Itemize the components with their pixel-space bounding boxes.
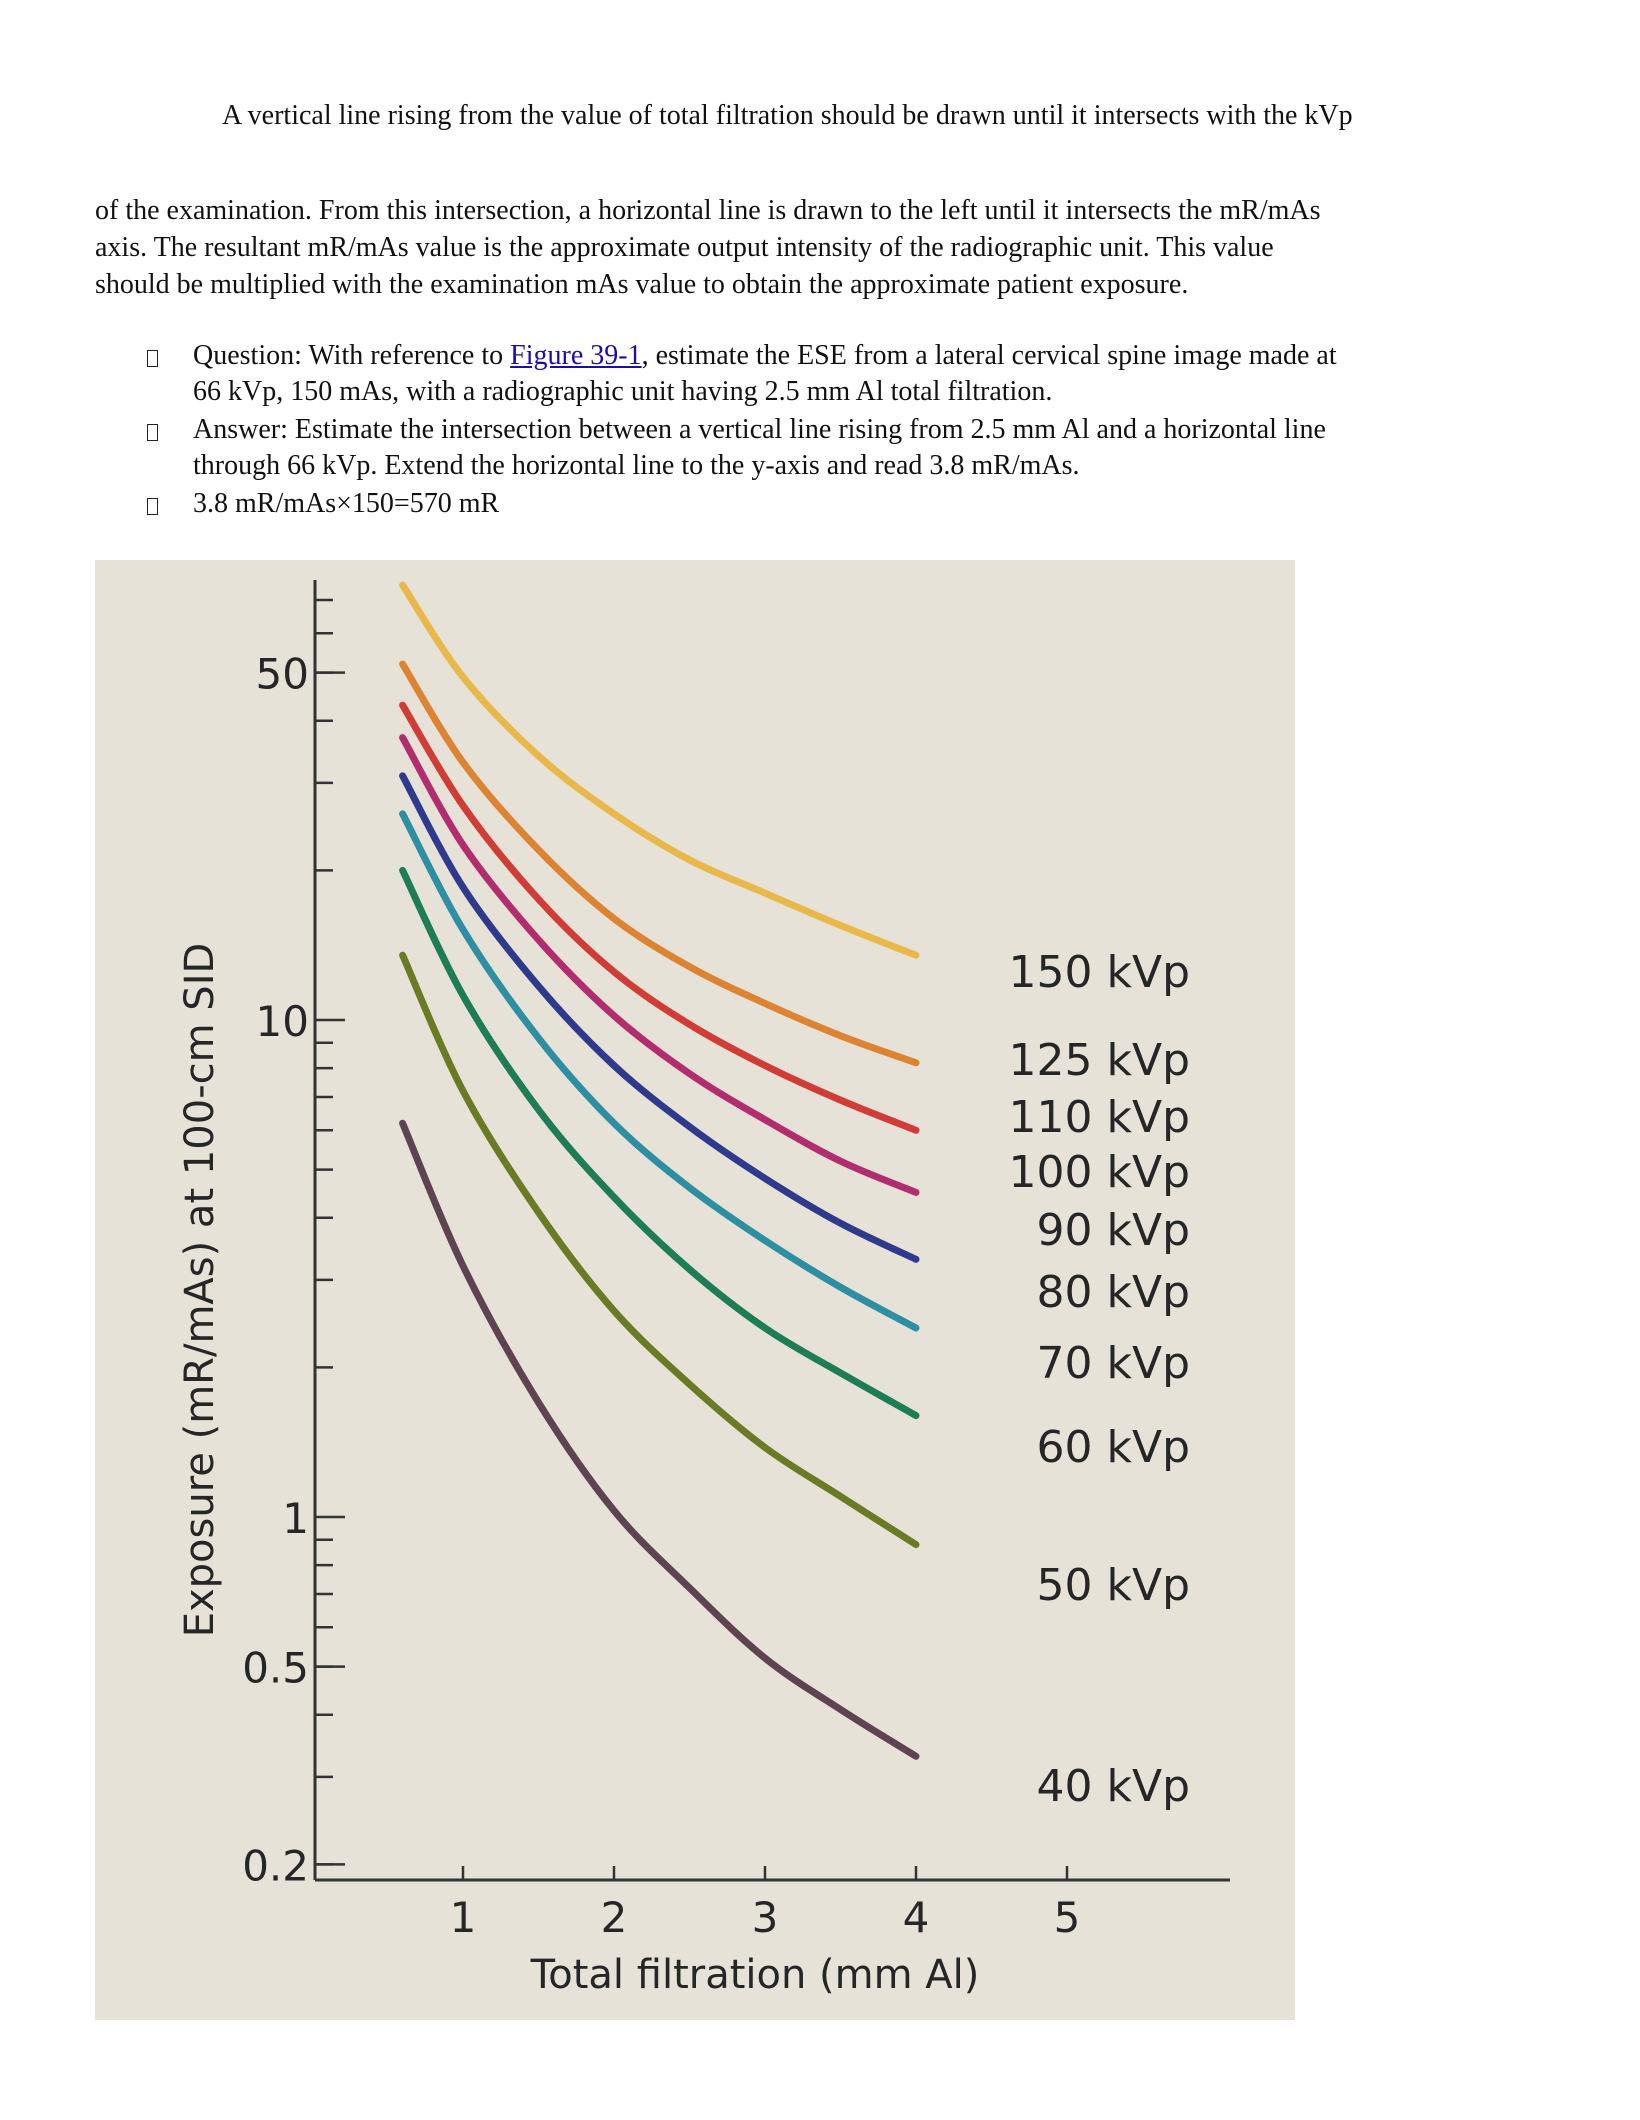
series-line-70-kvp: [399, 866, 920, 1420]
series-line-90-kvp: [399, 772, 920, 1263]
series-line-110-kvp: [399, 701, 920, 1134]
intro-line: A vertical line rising from the value of…: [222, 100, 1353, 131]
series-line-150-kvp: [399, 581, 920, 959]
bullet-box-icon: [147, 350, 158, 367]
question-line-2: 66 kVp, 150 mAs, with a radiographic uni…: [193, 376, 1053, 407]
series-label-110-kvp: 110 kVp: [1009, 1092, 1190, 1143]
series-label-100-kvp: 100 kVp: [1009, 1147, 1190, 1198]
question-suffix: , estimate the ESE from a lateral cervic…: [641, 340, 1337, 371]
series-label-150-kvp: 150 kVp: [1009, 947, 1190, 998]
answer-line-1: Answer: Estimate the intersection betwee…: [193, 414, 1326, 445]
y-tick-label-1: 10: [256, 997, 309, 1046]
answer-item: Answer: Estimate the intersection betwee…: [95, 412, 1555, 484]
series-label-extra-0: 50 kVp: [1037, 1560, 1190, 1611]
calculation-item: 3.8 mR/mAs×150=570 mR: [95, 486, 1555, 522]
bullet-list: Question: With reference to Figure 39-1,…: [95, 338, 1555, 522]
x-tick-label-1: 2: [601, 1893, 628, 1942]
answer-line-2: through 66 kVp. Extend the horizontal li…: [193, 450, 1080, 481]
paragraph-line-3: should be multiplied with the examinatio…: [95, 269, 1189, 300]
y-tick-label-0: 50: [256, 650, 309, 699]
calculation-line: 3.8 mR/mAs×150=570 mR: [193, 488, 500, 519]
exposure-chart: 50 10 1 0.5 0.2 1 2 3 4 5 Total filtration (mm Al)…: [177, 580, 1230, 1998]
series-label-40-kvp: 40 kVp: [1037, 1761, 1190, 1812]
series-label-70-kvp: 70 kVp: [1037, 1338, 1190, 1389]
paragraph-line-1: of the examination. From this intersecti…: [95, 195, 1321, 226]
x-tick-label-3: 4: [903, 1893, 930, 1942]
y-tick-label-2: 1: [282, 1494, 309, 1543]
question-line-1: Question: With reference to Figure 39-1,…: [193, 338, 1555, 374]
paragraph-line-2: axis. The resultant mR/mAs value is the …: [95, 232, 1274, 263]
figure-39-1-link[interactable]: Figure 39-1: [510, 340, 642, 371]
x-tick-label-4: 5: [1054, 1893, 1081, 1942]
series-label-80-kvp: 80 kVp: [1037, 1267, 1190, 1318]
series-label-125-kvp: 125 kVp: [1009, 1035, 1190, 1086]
bullet-box-icon: [147, 424, 158, 441]
series-label-60-kvp: 60 kVp: [1037, 1422, 1190, 1473]
y-tick-label-3: 0.5: [242, 1644, 309, 1693]
question-prefix: Question: With reference to: [193, 340, 511, 371]
x-axis-label: Total filtration (mm Al): [530, 1952, 980, 1998]
series-line-80-kvp: [399, 810, 920, 1332]
explanation-paragraph: of the examination. From this intersecti…: [95, 192, 1525, 303]
series-line-125-kvp: [399, 660, 920, 1067]
y-axis-label: Exposure (mR/mAs) at 100-cm SID: [177, 943, 223, 1638]
y-tick-label-4: 0.2: [242, 1841, 309, 1890]
question-item: Question: With reference to Figure 39-1,…: [95, 338, 1555, 410]
series-line-100-kvp: [399, 734, 920, 1196]
x-tick-label-0: 1: [450, 1893, 477, 1942]
figure-39-1: 50 10 1 0.5 0.2 1 2 3 4 5 Total filtration (mm Al)…: [95, 560, 1295, 2020]
series-line-60-kvp: [399, 951, 920, 1549]
series-label-90-kvp: 90 kVp: [1037, 1205, 1190, 1256]
series-line-40-kvp: [399, 1119, 920, 1760]
x-tick-label-2: 3: [752, 1893, 779, 1942]
bullet-box-icon: [147, 498, 158, 515]
